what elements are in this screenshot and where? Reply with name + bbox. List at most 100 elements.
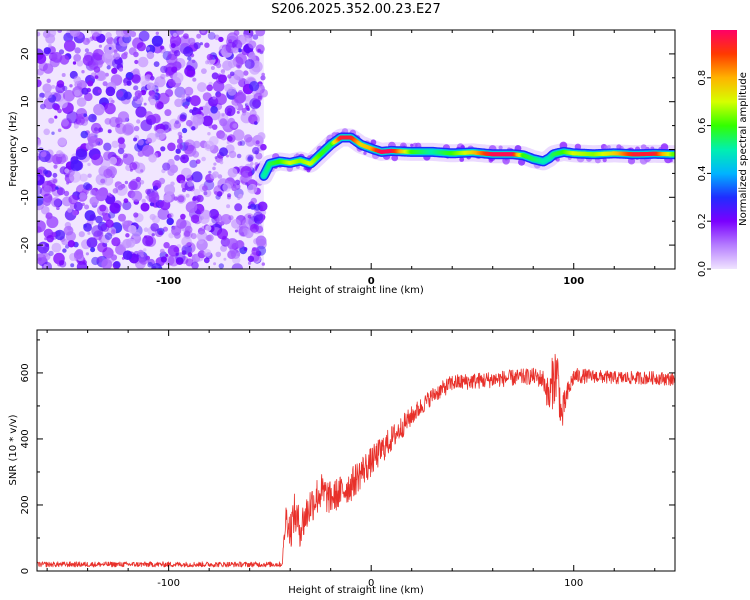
noise-blob: [239, 140, 246, 146]
noise-blob: [178, 135, 183, 139]
noise-blob: [105, 194, 116, 205]
noise-blob: [106, 255, 115, 264]
noise-blob: [189, 95, 201, 107]
noise-blob: [166, 217, 174, 226]
noise-blob: [184, 225, 193, 234]
noise-blob: [223, 257, 227, 261]
noise-blob: [214, 191, 218, 195]
noise-blob: [52, 178, 58, 184]
noise-blob: [155, 31, 159, 35]
noise-blob: [160, 73, 166, 80]
noise-blob: [184, 105, 189, 109]
noise-blob: [147, 261, 153, 268]
noise-blob: [236, 110, 240, 114]
noise-blob: [79, 173, 88, 182]
noise-blob: [90, 247, 96, 253]
ridge-speckle: [363, 151, 367, 155]
noise-blob: [257, 95, 262, 100]
noise-blob: [75, 148, 88, 160]
noise-blob: [176, 174, 186, 184]
noise-blob: [107, 129, 112, 134]
noise-blob: [45, 212, 53, 220]
noise-blob: [186, 68, 196, 78]
noise-blob: [254, 162, 259, 166]
noise-blob: [73, 201, 83, 211]
noise-blob: [215, 62, 222, 69]
noise-blob: [188, 37, 196, 45]
y-tick-label: 400: [20, 429, 31, 448]
noise-blob: [136, 119, 141, 124]
noise-blob: [37, 79, 42, 88]
spectrogram-y-label: Frequency (Hz): [8, 111, 19, 187]
noise-blob: [94, 75, 99, 79]
noise-blob: [208, 170, 212, 174]
noise-blob: [211, 72, 219, 80]
noise-blob: [43, 50, 50, 56]
noise-blob: [232, 123, 238, 129]
noise-blob: [115, 30, 125, 37]
noise-blob: [203, 249, 212, 257]
noise-blob: [162, 162, 171, 171]
noise-blob: [97, 242, 108, 253]
noise-blob: [115, 244, 126, 256]
noise-blob: [218, 263, 224, 269]
noise-blob: [233, 69, 245, 81]
noise-blob: [158, 177, 166, 185]
noise-blob: [90, 122, 102, 134]
noise-blob: [241, 107, 247, 114]
ridge-speckle: [574, 143, 582, 150]
noise-blob: [111, 140, 119, 148]
y-tick-label: 20: [20, 48, 31, 61]
noise-blob: [68, 194, 78, 205]
colorbar-tick-label: 0.0: [697, 261, 708, 277]
noise-blob: [160, 146, 166, 152]
noise-blob: [247, 205, 251, 209]
noise-blob: [148, 192, 160, 203]
noise-blob: [115, 183, 128, 196]
noise-blob: [67, 240, 76, 248]
colorbar: 0.0 0.2 0.4 0.6 0.8 Normalized spectral ampl…: [697, 30, 749, 277]
noise-blob: [174, 98, 183, 108]
noise-blob: [105, 32, 112, 39]
noise-blob: [250, 197, 257, 205]
noise-blob: [43, 185, 53, 195]
noise-blob: [231, 185, 237, 192]
noise-blob: [61, 73, 66, 77]
noise-blob: [118, 213, 126, 222]
noise-blob: [142, 235, 154, 247]
noise-blob: [157, 153, 162, 157]
noise-blob: [80, 130, 89, 139]
noise-blob: [37, 53, 47, 64]
noise-blob: [181, 94, 185, 98]
noise-blob: [84, 48, 89, 53]
noise-blob: [84, 92, 93, 102]
y-tick-label: 0: [20, 568, 31, 574]
noise-blob: [146, 132, 157, 143]
noise-blob: [248, 40, 257, 49]
noise-blob: [122, 200, 132, 211]
noise-blob: [37, 68, 44, 76]
noise-blob: [148, 89, 156, 97]
y-tick-label: 200: [20, 495, 31, 514]
noise-blob: [43, 169, 49, 175]
noise-blob: [216, 74, 226, 85]
noise-blob: [116, 123, 121, 128]
noise-blob: [132, 86, 137, 91]
noise-blob: [43, 128, 50, 136]
noise-blob: [247, 255, 255, 263]
noise-blob: [245, 105, 250, 110]
noise-blob: [131, 74, 141, 84]
noise-blob: [87, 173, 92, 178]
noise-blob: [110, 229, 116, 235]
noise-blob: [88, 135, 99, 147]
noise-blob: [203, 140, 215, 152]
y-tick-label: -10: [20, 189, 31, 205]
noise-blob: [70, 263, 75, 268]
noise-blob: [234, 229, 238, 233]
noise-blob: [100, 178, 106, 184]
noise-blob: [151, 263, 162, 269]
noise-blob: [227, 59, 237, 69]
noise-blob: [197, 238, 204, 245]
noise-blob: [236, 103, 244, 111]
noise-blob: [128, 225, 137, 234]
